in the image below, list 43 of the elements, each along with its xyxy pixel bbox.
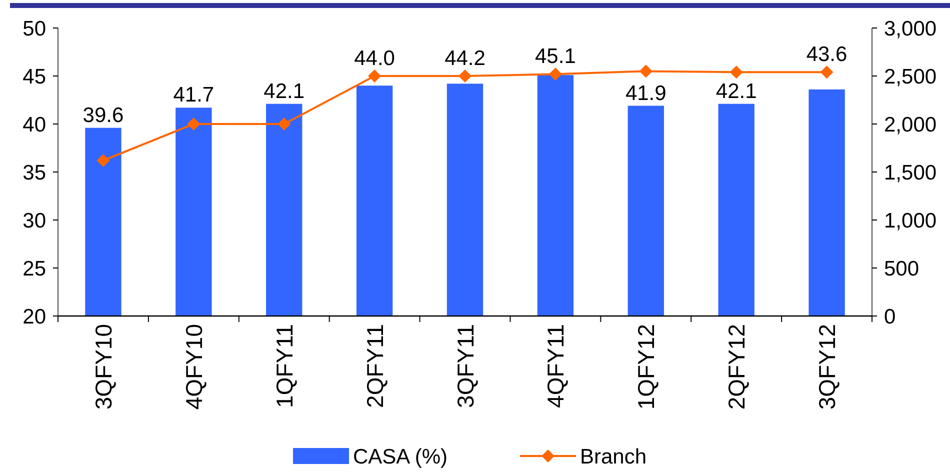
data-label: 41.7	[173, 84, 214, 107]
x-tick-label: 2QFY12	[724, 324, 750, 410]
y2-tick-label: 2,500	[884, 66, 937, 89]
x-tick-label: 2QFY11	[362, 324, 388, 408]
y2-tick-label: 2,000	[884, 114, 937, 137]
x-tick-label: 4QFY10	[180, 324, 207, 410]
x-tick-label: 4QFY11	[542, 324, 569, 408]
point	[368, 69, 382, 83]
y-tick-label: 50	[22, 18, 46, 41]
y2-tick-label: 3,000	[884, 18, 937, 41]
point	[548, 68, 562, 81]
y-tick-label: 25	[22, 258, 46, 281]
point	[187, 117, 200, 131]
data-label: 42.1	[264, 80, 305, 103]
x-tick-label: 3QFY10	[90, 324, 116, 410]
y2-tick-label: 1,500	[884, 162, 937, 185]
x-tick-label: 3QFY12	[814, 324, 840, 410]
y-tick-label: 45	[22, 66, 46, 89]
y2-tick-label: 1,000	[884, 210, 937, 233]
y-tick-label: 30	[22, 210, 46, 233]
x-tick-label: 1QFY12	[633, 324, 660, 410]
data-label: 41.9	[625, 82, 666, 105]
point	[458, 69, 472, 83]
point	[96, 154, 110, 167]
point	[820, 66, 834, 79]
legend-label: Branch	[580, 446, 647, 469]
data-label: 39.6	[82, 104, 124, 127]
y2-tick-label: 0	[884, 306, 896, 329]
y-tick-label: 35	[22, 162, 46, 185]
point	[278, 117, 291, 131]
x-tick-label: 1QFY11	[271, 324, 298, 408]
y-tick-label: 20	[22, 306, 46, 329]
y-tick-label: 40	[22, 114, 46, 137]
x-tick-label: 3QFY11	[452, 324, 478, 408]
data-label: 45.1	[535, 45, 576, 68]
point	[639, 64, 652, 78]
data-label: 42.1	[716, 80, 757, 103]
y2-tick-label: 500	[884, 258, 920, 281]
legend-label: CASA (%)	[353, 446, 448, 469]
data-label: 43.6	[806, 43, 848, 66]
data-label: 44.2	[444, 47, 486, 70]
point	[730, 66, 743, 79]
data-label: 44.0	[354, 47, 395, 70]
